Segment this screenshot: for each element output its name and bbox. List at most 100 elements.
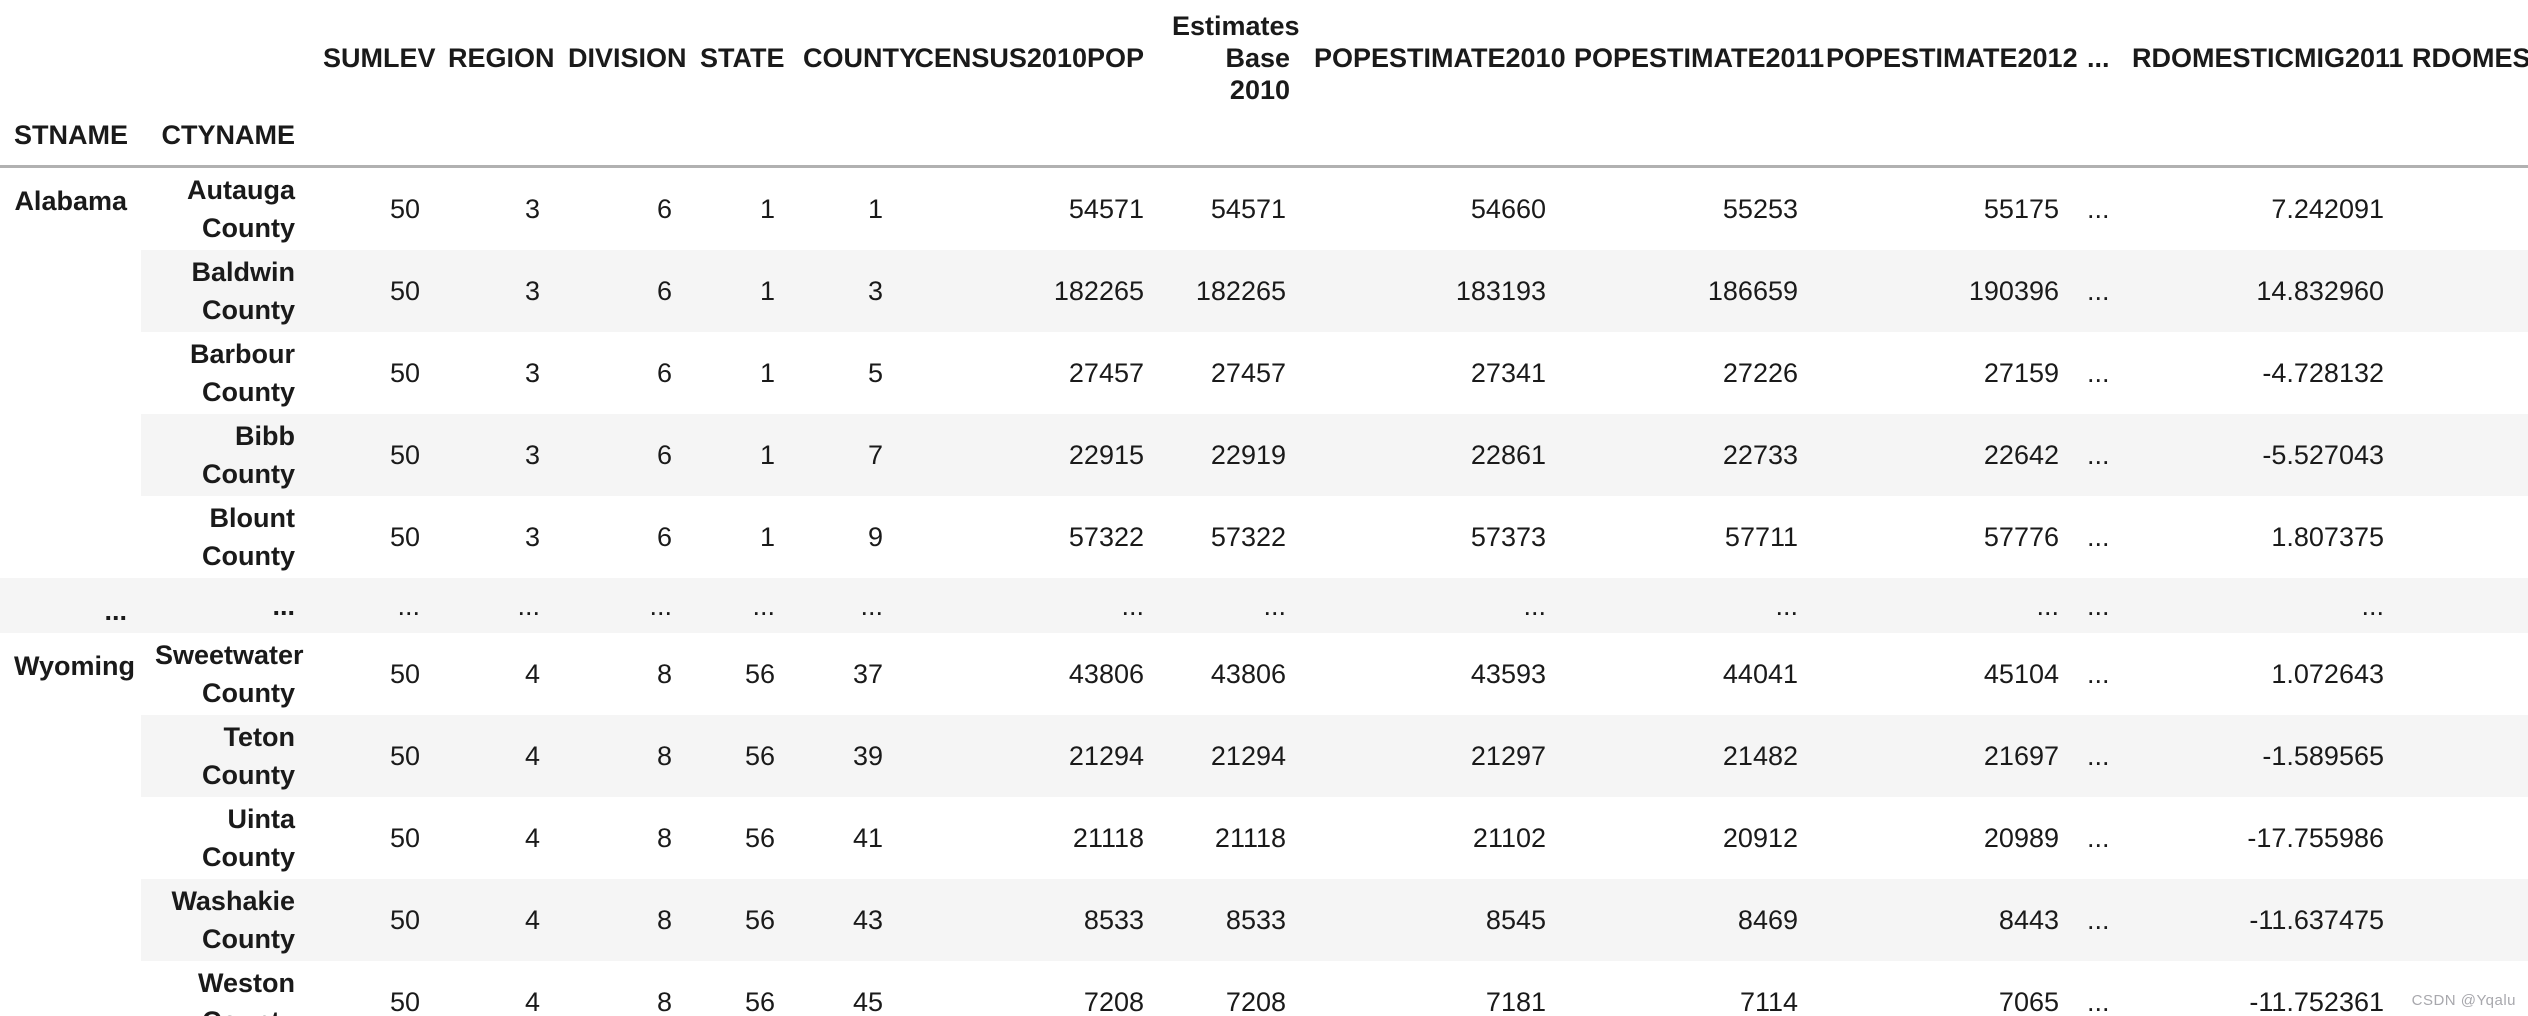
cell: ... xyxy=(2087,358,2110,388)
cell: 21294 xyxy=(1158,715,1300,797)
column-header: CENSUS2010POP xyxy=(914,43,1144,73)
cell: 22915 xyxy=(897,414,1158,496)
corner-cell-b-0 xyxy=(309,109,434,168)
cell: ... xyxy=(309,578,434,633)
cell xyxy=(2398,633,2528,715)
cell: 4 xyxy=(434,879,554,961)
row-label-state: ... xyxy=(0,578,141,633)
cell: 8533 xyxy=(1158,879,1300,961)
cell: 20912 xyxy=(1722,823,1798,853)
cell: 43 xyxy=(789,879,897,961)
row-label-county: ... xyxy=(141,578,309,633)
cell: 7208 xyxy=(1225,987,1286,1016)
cell: 50 xyxy=(309,715,434,797)
cell: 8 xyxy=(554,879,686,961)
cell: 8469 xyxy=(1560,879,1812,961)
cell: ... xyxy=(2073,414,2118,496)
cell: ... xyxy=(2087,194,2110,224)
cell: 3 xyxy=(524,522,540,552)
cell: 21482 xyxy=(1560,715,1812,797)
cell: 182265 xyxy=(1158,250,1300,332)
cell: 56 xyxy=(686,715,789,797)
cell: 50 xyxy=(389,987,420,1016)
table-row: Washakie County 50 4 8 56 43 8533 8533 8545 8469 8… xyxy=(0,879,2528,961)
cell: 14.832960 xyxy=(2118,250,2398,332)
cell: 27457 xyxy=(1068,358,1144,388)
cell: 6 xyxy=(554,414,686,496)
cell xyxy=(2398,167,2528,251)
column-header: POPESTIMATE2011 xyxy=(1574,43,1825,73)
cell: 21294 xyxy=(897,715,1158,797)
cell: 3 xyxy=(789,250,897,332)
cell: 50 xyxy=(389,659,420,689)
cell: -11.637475 xyxy=(2118,879,2398,961)
cell xyxy=(2398,250,2528,332)
cell: 190396 xyxy=(1812,250,2073,332)
column-header: RDOMESTICMIG2011 xyxy=(2132,43,2404,73)
cell: ... xyxy=(2087,522,2110,552)
cell: 50 xyxy=(309,879,434,961)
cell: 6 xyxy=(554,250,686,332)
corner-cell-b-3 xyxy=(686,109,789,168)
cell: 1 xyxy=(759,522,775,552)
cell: 9 xyxy=(867,522,883,552)
cell: -4.728132 xyxy=(2262,358,2384,388)
cell: ... xyxy=(2073,578,2118,633)
cell: 55175 xyxy=(1983,194,2059,224)
cell: 4 xyxy=(434,715,554,797)
row-label-county: Autauga County xyxy=(187,175,295,243)
cell: 1.072643 xyxy=(2271,659,2384,689)
cell: 37 xyxy=(852,659,883,689)
cell: ... xyxy=(2087,823,2110,853)
cell: 1 xyxy=(759,358,775,388)
cell: 3 xyxy=(524,358,540,388)
table-row: Blount County 50 3 6 1 9 57322 57322 57373 57711 5… xyxy=(0,496,2528,578)
cell: ... xyxy=(554,578,686,633)
dataframe-header: SUMLEV REGION DIVISION STATE COUNTY CENSUS201… xyxy=(0,0,2528,168)
cell: 6 xyxy=(656,522,672,552)
cell: 7114 xyxy=(1739,987,1798,1016)
cell: 56 xyxy=(744,987,775,1016)
column-header: Estimates Base 2010 xyxy=(1158,0,1300,109)
corner-cell-b-8 xyxy=(1560,109,1812,168)
cell: ... xyxy=(789,578,897,633)
dataframe-body: Alabama Autauga County 50 3 6 1 1 54571 54571 546… xyxy=(0,167,2528,1016)
cell: 183193 xyxy=(1300,250,1560,332)
cell: 21118 xyxy=(1072,823,1144,853)
cell: 8 xyxy=(554,715,686,797)
cell: -11.752361 xyxy=(2249,987,2384,1016)
cell xyxy=(2398,879,2528,961)
cell: ... xyxy=(2073,715,2118,797)
cell: 21297 xyxy=(1300,715,1560,797)
cell: -17.755986 xyxy=(2247,823,2384,853)
row-label-county: Uinta County xyxy=(202,804,295,872)
row-label-county: Washakie County xyxy=(141,879,309,961)
cell: 22861 xyxy=(1300,414,1560,496)
table-row: Wyoming Sweetwater County 50 4 8 56 37 43806 438… xyxy=(0,633,2528,715)
watermark-text: CSDN @Yqalu xyxy=(2411,992,2516,1009)
cell: 45104 xyxy=(1983,659,2059,689)
row-label-county: Teton County xyxy=(141,715,309,797)
cell: 3 xyxy=(434,414,554,496)
column-header: SUMLEV xyxy=(323,43,436,73)
cell: -5.527043 xyxy=(2118,414,2398,496)
cell xyxy=(2398,332,2528,414)
column-header: DIVISION xyxy=(568,43,687,73)
cell: 43593 xyxy=(1470,659,1546,689)
cell: 21102 xyxy=(1472,823,1546,853)
index-name-row: STNAME CTYNAME xyxy=(0,109,2528,168)
cell: 1 xyxy=(759,194,775,224)
cell: -1.589565 xyxy=(2118,715,2398,797)
cell: ... xyxy=(1812,578,2073,633)
cell: ... xyxy=(1300,578,1560,633)
cell: 27341 xyxy=(1470,358,1546,388)
cell: 57322 xyxy=(1210,522,1286,552)
corner-cell-b-5 xyxy=(897,109,1158,168)
corner-cell-0 xyxy=(0,0,141,109)
cell: 1 xyxy=(686,250,789,332)
corner-cell-b-12 xyxy=(2398,109,2528,168)
cell: 1.807375 xyxy=(2271,522,2384,552)
cell: 50 xyxy=(309,414,434,496)
row-label-county: Bibb County xyxy=(141,414,309,496)
